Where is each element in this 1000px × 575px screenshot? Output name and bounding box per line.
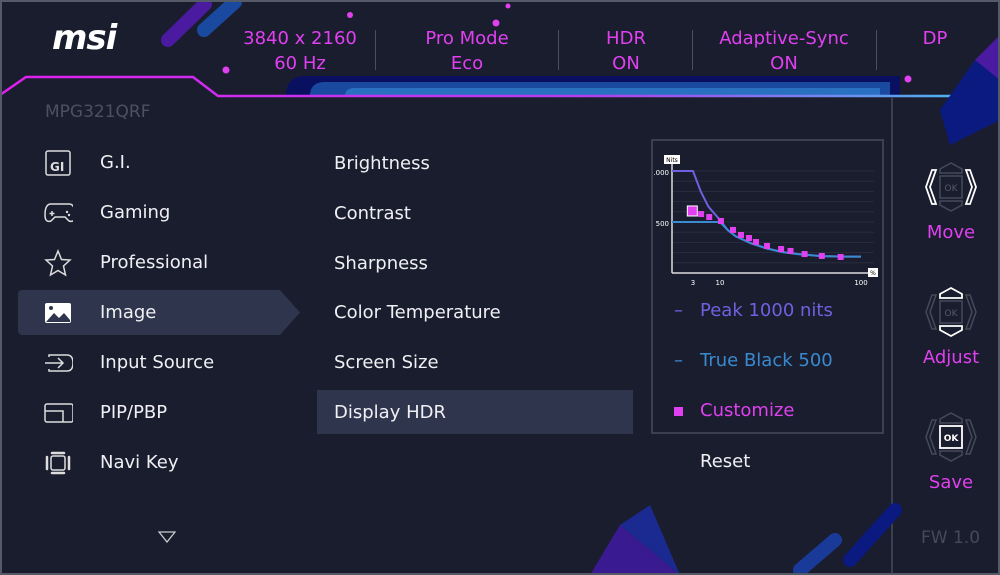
move-label: Move	[926, 222, 976, 243]
divider	[375, 30, 376, 70]
sidebar-item-navi-key[interactable]: Navi Key	[18, 440, 300, 485]
divider	[876, 30, 877, 70]
status-line: Adaptive-Sync	[719, 28, 849, 49]
y-tick-label: 1000	[654, 169, 669, 177]
svg-text:OK: OK	[945, 184, 959, 194]
x-tick-label: 100	[854, 279, 867, 287]
hdr-options-panel	[651, 139, 884, 434]
sidebar-item-image[interactable]: Image	[18, 290, 300, 335]
resolution-status: 3840 x 2160 60 Hz	[240, 26, 360, 76]
reset-button[interactable]: Reset	[700, 451, 751, 472]
model-name: MPG321QRF	[45, 102, 151, 122]
custom-point	[837, 253, 844, 260]
sidebar-item-pip-pbp[interactable]: PIP/PBP	[18, 390, 300, 435]
square-marker-icon	[674, 400, 700, 421]
move-control: OK Move	[918, 160, 984, 243]
save-label: Save	[928, 472, 974, 493]
option-customize[interactable]: Customize	[674, 400, 794, 421]
submenu-item-display-hdr[interactable]: Display HDR	[317, 390, 633, 434]
svg-text:OK: OK	[945, 309, 959, 319]
status-line: ON	[770, 53, 798, 74]
custom-point	[818, 252, 825, 259]
sidebar-item-label: Navi Key	[100, 452, 179, 473]
input-status: DP	[905, 26, 965, 51]
star-icon	[43, 248, 73, 278]
option-label: True Black 500	[700, 350, 833, 371]
dash-marker-icon: –	[674, 300, 683, 321]
image-icon	[43, 298, 73, 328]
status-line: HDR	[606, 28, 646, 49]
option-true-black-500[interactable]: – True Black 500	[674, 350, 833, 371]
sidebar-item-gi[interactable]: GI G.I.	[18, 140, 300, 185]
sidebar-item-label: PIP/PBP	[100, 402, 168, 423]
sidebar-item-label: Input Source	[100, 352, 215, 373]
custom-point	[706, 214, 713, 221]
custom-point	[801, 251, 808, 258]
custom-point	[698, 211, 705, 218]
pro-mode-status: Pro Mode Eco	[407, 26, 527, 76]
y-axis-label: Nits	[666, 157, 678, 164]
status-line: 3840 x 2160	[243, 28, 357, 49]
adaptive-sync-status: Adaptive-Sync ON	[714, 26, 854, 76]
svg-text:GI: GI	[50, 160, 64, 174]
joystick-ok-icon: OK	[925, 412, 977, 462]
gamepad-icon	[43, 198, 73, 228]
submenu-item-contrast[interactable]: Contrast	[334, 202, 411, 224]
hdr-status: HDR ON	[586, 26, 666, 76]
status-line: Pro Mode	[425, 28, 509, 49]
msi-logo: msi	[52, 18, 117, 58]
custom-point	[787, 247, 794, 254]
custom-point	[778, 246, 785, 253]
dash-marker-icon: –	[674, 350, 683, 371]
sidebar-item-professional[interactable]: Professional	[18, 240, 300, 285]
navi-key-icon	[43, 448, 73, 478]
sidebar-item-label: Gaming	[100, 202, 171, 223]
custom-point[interactable]	[686, 205, 698, 217]
sidebar-item-label: Professional	[100, 252, 209, 273]
sidebar-item-input-source[interactable]: Input Source	[18, 340, 300, 385]
joystick-up-down-icon: OK	[925, 286, 977, 338]
y-unit-box	[664, 155, 680, 164]
y-tick-label: 500	[656, 220, 669, 228]
status-line: DP	[922, 28, 948, 49]
status-line: Eco	[450, 53, 484, 74]
x-unit-box	[868, 268, 878, 277]
hdr-curve-chart: Nits % 1000 500 3 10 100	[654, 155, 878, 287]
submenu-item-sharpness[interactable]: Sharpness	[334, 252, 428, 274]
x-tick-label: 3	[691, 279, 695, 287]
option-label: Customize	[700, 400, 795, 421]
x-axis-label: %	[870, 270, 876, 277]
x-tick-label: 10	[716, 279, 725, 287]
divider	[692, 30, 693, 70]
custom-point	[764, 242, 770, 249]
sidebar-item-label: Image	[100, 302, 157, 323]
custom-point	[730, 226, 737, 233]
status-line: 60 Hz	[274, 53, 326, 74]
input-source-icon	[43, 348, 73, 378]
pip-icon	[43, 398, 73, 428]
svg-text:OK: OK	[944, 434, 960, 444]
custom-point	[717, 217, 724, 224]
divider	[558, 30, 559, 70]
submenu-item-screen-size[interactable]: Screen Size	[334, 351, 439, 373]
submenu-item-color-temperature[interactable]: Color Temperature	[334, 301, 501, 323]
sidebar-item-label: G.I.	[100, 152, 131, 173]
firmware-version: FW 1.0	[921, 528, 981, 548]
true-black-500-curve	[672, 221, 861, 258]
status-line: ON	[612, 53, 640, 74]
custom-point	[745, 235, 752, 242]
submenu-item-brightness[interactable]: Brightness	[334, 152, 430, 174]
sidebar-item-gaming[interactable]: Gaming	[18, 190, 300, 235]
option-label: Peak 1000 nits	[700, 300, 833, 321]
gi-icon: GI	[43, 148, 73, 178]
custom-point	[753, 238, 760, 245]
option-peak-1000[interactable]: – Peak 1000 nits	[674, 300, 833, 321]
save-control: OK Save	[918, 410, 984, 493]
scroll-down-icon[interactable]	[158, 531, 176, 543]
adjust-control: OK Adjust	[918, 285, 984, 368]
custom-point	[737, 231, 744, 238]
adjust-label: Adjust	[922, 347, 980, 368]
joystick-left-right-icon: OK	[925, 162, 977, 212]
